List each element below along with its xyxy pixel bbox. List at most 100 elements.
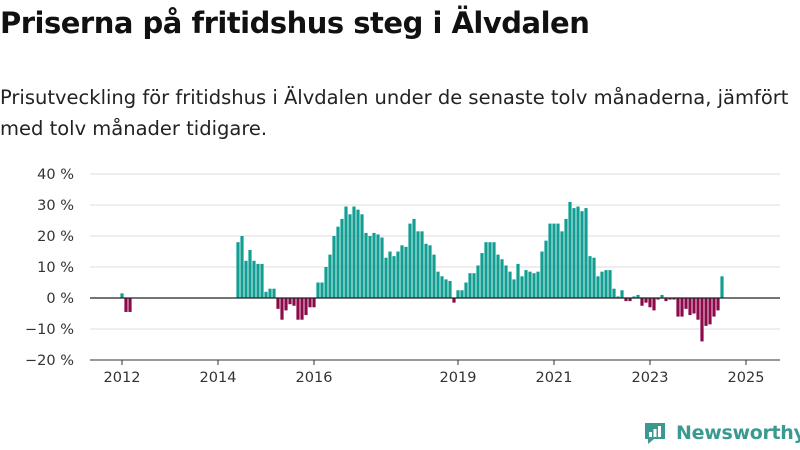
bar: [248, 249, 252, 298]
bar: [360, 214, 364, 298]
bar: [460, 290, 464, 298]
y-tick-label: 20 %: [37, 229, 74, 245]
bar: [592, 257, 596, 298]
newsworthy-logo: Newsworthy: [642, 418, 800, 448]
y-tick-label: −20 %: [25, 353, 74, 369]
bar: [424, 243, 428, 298]
bar: [392, 256, 396, 298]
bar: [120, 293, 124, 298]
bar: [280, 298, 284, 320]
bar: [288, 298, 292, 305]
bar: [236, 242, 240, 298]
bar: [572, 208, 576, 298]
bar: [284, 298, 288, 311]
bar: [468, 273, 472, 298]
bar: [568, 201, 572, 298]
x-tick-label: 2016: [296, 370, 333, 386]
bar: [560, 231, 564, 298]
bar: [492, 242, 496, 298]
bar: [340, 218, 344, 298]
bar-chart: −20 %−10 %0 %10 %20 %30 %40 % 2012 2014 20…: [25, 150, 780, 386]
bar: [532, 273, 536, 298]
bar: [480, 253, 484, 298]
bar: [472, 273, 476, 298]
bar: [708, 298, 712, 325]
bar: [416, 231, 420, 298]
y-tick-label: 0 %: [46, 291, 74, 307]
x-tick-label: 2014: [200, 370, 237, 386]
bar: [320, 282, 324, 298]
bar: [608, 270, 612, 298]
bar: [352, 206, 356, 298]
data-label: 7 %: [730, 150, 760, 154]
chart-title: Priserna på fritidshus steg i Älvdalen: [0, 6, 590, 40]
bar: [664, 298, 668, 302]
bar: [328, 254, 332, 298]
bar: [524, 270, 528, 298]
bar: [440, 276, 444, 298]
bar: [348, 214, 352, 298]
bar: [124, 298, 128, 312]
bar: [548, 223, 552, 298]
bar: [688, 298, 692, 316]
bar: [624, 298, 628, 302]
bar: [720, 276, 724, 298]
bar: [300, 298, 304, 320]
bar: [544, 240, 548, 298]
bar: [356, 209, 360, 298]
bar: [584, 208, 588, 298]
bar: [644, 298, 648, 303]
bar: [432, 254, 436, 298]
bar: [304, 298, 308, 316]
bar: [512, 279, 516, 298]
bar: [388, 251, 392, 298]
bar: [324, 267, 328, 298]
bar: [684, 298, 688, 309]
bars: [120, 201, 724, 342]
bar: [692, 298, 696, 314]
bar: [336, 226, 340, 298]
x-tick-label: 2025: [728, 370, 765, 386]
bar: [536, 271, 540, 298]
bar: [428, 245, 432, 298]
x-tick-label: 2012: [104, 370, 141, 386]
bar: [700, 298, 704, 342]
newsworthy-logo-icon: [645, 423, 665, 444]
bar: [292, 298, 296, 306]
bar: [364, 232, 368, 298]
bar: [276, 298, 280, 309]
x-tick-label: 2021: [536, 370, 573, 386]
bar: [672, 298, 676, 300]
bar: [704, 298, 708, 326]
bar: [612, 288, 616, 298]
bar: [540, 251, 544, 298]
bar: [308, 298, 312, 308]
bar: [656, 298, 660, 300]
y-tick-label: −10 %: [25, 322, 74, 338]
bar: [616, 296, 620, 298]
bar: [404, 246, 408, 298]
bar: [716, 298, 720, 311]
bar: [376, 234, 380, 298]
bar: [484, 242, 488, 298]
x-tick-label: 2023: [632, 370, 669, 386]
bar: [620, 290, 624, 298]
bar: [488, 242, 492, 298]
bar: [652, 298, 656, 311]
bar: [412, 218, 416, 298]
bar: [272, 288, 276, 298]
bar: [464, 282, 468, 298]
bar: [528, 271, 532, 298]
bar: [268, 288, 272, 298]
y-tick-label: 30 %: [37, 198, 74, 214]
bar: [444, 279, 448, 298]
bar: [244, 260, 248, 298]
bar: [640, 298, 644, 306]
y-tick-label: 40 %: [37, 167, 74, 183]
bar: [500, 259, 504, 298]
bar: [260, 263, 264, 298]
annotations: 7 %: [730, 150, 760, 154]
bar: [596, 276, 600, 298]
bar: [252, 260, 256, 298]
x-axis: 2012 2014 2016 2019 2021 2023 2025: [90, 359, 780, 386]
